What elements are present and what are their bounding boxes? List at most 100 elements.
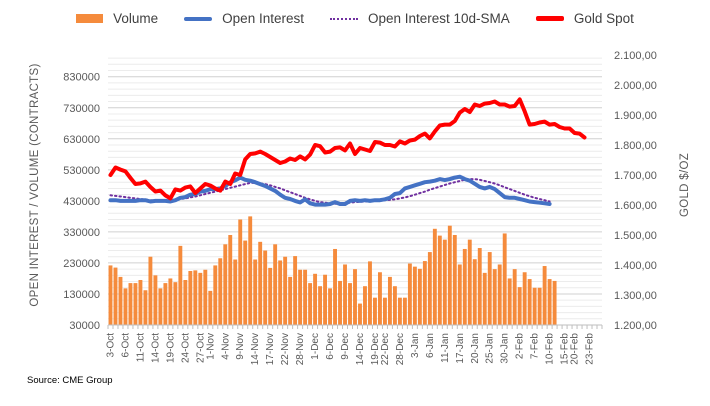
volume-bar xyxy=(537,287,542,325)
x-tick-label: 14-Oct xyxy=(150,333,161,363)
legend-label: Open Interest xyxy=(222,11,304,26)
volume-bar xyxy=(183,280,188,325)
volume-bar xyxy=(422,261,427,325)
volume-bar xyxy=(253,259,258,325)
x-tick-label: 28-Nov xyxy=(295,333,306,365)
y-right-tick-label: 2.100,00 xyxy=(614,50,657,62)
source-note: Source: CME Group xyxy=(27,375,113,386)
legend-label: Gold Spot xyxy=(573,11,634,26)
volume-bar xyxy=(462,248,467,325)
y-right-tick-label: 1.500,00 xyxy=(614,230,657,242)
x-tick-label: 17-Nov xyxy=(265,333,276,365)
volume-bar xyxy=(138,280,143,325)
volume-bar xyxy=(198,272,203,325)
x-tick-label: 17-Jan xyxy=(455,333,466,364)
legend-item-open-interest[interactable]: Open Interest xyxy=(184,11,304,26)
legend-item-volume[interactable]: Volume xyxy=(76,11,158,26)
volume-bar xyxy=(308,283,313,325)
volume-bar xyxy=(472,259,477,325)
x-tick-label: 22-Dec xyxy=(380,333,391,365)
volume-bar xyxy=(173,282,178,325)
volume-bar xyxy=(268,267,273,325)
y-right-tick-label: 1.600,00 xyxy=(614,200,657,212)
volume-bar xyxy=(113,267,118,325)
x-tick-label: 10-Feb xyxy=(545,333,556,365)
volume-bar xyxy=(298,269,303,325)
volume-bar xyxy=(363,286,367,325)
volume-bar xyxy=(417,268,422,325)
volume-bar xyxy=(437,235,442,325)
volume-bar xyxy=(427,252,432,325)
volume-bar xyxy=(148,256,153,325)
x-tick-label: 24-Oct xyxy=(180,333,191,363)
volume-bar xyxy=(492,269,497,325)
legend-item-gold-spot[interactable]: Gold Spot xyxy=(535,11,634,26)
x-tick-label: 3-Oct xyxy=(105,333,116,358)
volume-bar xyxy=(203,269,208,325)
x-tick-label: 7-Feb xyxy=(530,333,541,360)
volume-bar xyxy=(392,286,397,325)
x-tick-label: 4-Nov xyxy=(220,333,231,360)
volume-bar xyxy=(412,266,417,325)
x-tick-label: 6-Dec xyxy=(325,333,336,360)
volume-bar xyxy=(343,264,347,325)
volume-bar xyxy=(273,244,278,325)
x-tick-label: 27-Oct xyxy=(195,333,206,363)
x-tick-label: 20-Feb xyxy=(570,333,581,365)
volume-bar xyxy=(402,297,407,325)
volume-bar xyxy=(527,279,532,325)
volume-bar xyxy=(353,269,357,325)
y-right-tick-label: 1.800,00 xyxy=(614,140,657,152)
volume-bar xyxy=(168,278,173,325)
volume-bar xyxy=(457,264,462,325)
x-tick-label: 23-Feb xyxy=(585,333,596,365)
y-left-tick-label: 230000 xyxy=(63,258,100,270)
volume-bar xyxy=(482,272,487,325)
y-axis-right: 1.200,00 1.300,00 1.400,00 1.500,00 1.600,00… xyxy=(614,50,657,332)
volume-bar xyxy=(108,265,113,325)
x-tick-label: 30-Jan xyxy=(500,333,511,364)
y-left-tick-label: 630000 xyxy=(63,134,100,146)
volume-bar xyxy=(228,235,233,325)
gold-spot-line xyxy=(108,97,587,201)
volume-bar xyxy=(188,271,193,325)
volume-bar xyxy=(368,261,372,325)
volume-bar xyxy=(477,248,482,325)
x-tick-label: 9-Nov xyxy=(235,333,246,360)
x-tick-label: 22-Nov xyxy=(280,333,291,365)
volume-bar xyxy=(328,288,332,325)
legend: Volume Open Interest Open Interest 10d-S… xyxy=(0,11,710,26)
legend-item-oi-sma[interactable]: Open Interest 10d-SMA xyxy=(329,11,510,26)
y-right-tick-label: 1.900,00 xyxy=(614,110,657,122)
volume-bar xyxy=(158,288,163,325)
volume-bar xyxy=(358,303,362,325)
series-lines xyxy=(108,97,587,207)
volume-bar xyxy=(263,250,268,325)
volume-bar xyxy=(432,228,437,325)
legend-label: Open Interest 10d-SMA xyxy=(367,11,510,26)
volume-bar xyxy=(348,283,352,325)
volume-bar xyxy=(153,275,158,325)
volume-bar xyxy=(487,252,492,325)
x-tick-label: 25-Jan xyxy=(485,333,496,364)
y-left-tick-label: 830000 xyxy=(63,72,100,84)
x-tick-label: 6-Jan xyxy=(425,333,436,358)
volume-bar xyxy=(442,239,447,325)
y-right-tick-label: 1.200,00 xyxy=(614,320,657,332)
open-interest-swatch-icon xyxy=(184,16,213,21)
volume-bar xyxy=(283,256,288,325)
volume-bar xyxy=(118,276,123,325)
y-left-tick-label: 130000 xyxy=(63,289,100,301)
x-tick-label: 19-Oct xyxy=(165,333,176,363)
x-tick-label: 3-Jan xyxy=(410,333,421,358)
volume-bar xyxy=(128,283,133,325)
volume-bar xyxy=(373,297,377,325)
x-tick-label: 9-Dec xyxy=(340,333,351,360)
volume-bar xyxy=(522,272,527,325)
y-left-tick-label: 730000 xyxy=(63,103,100,115)
open-interest-line xyxy=(108,174,552,207)
volume-bar xyxy=(497,264,502,325)
volume-bar xyxy=(517,287,522,325)
x-tick-label: 11-Jan xyxy=(440,333,451,363)
